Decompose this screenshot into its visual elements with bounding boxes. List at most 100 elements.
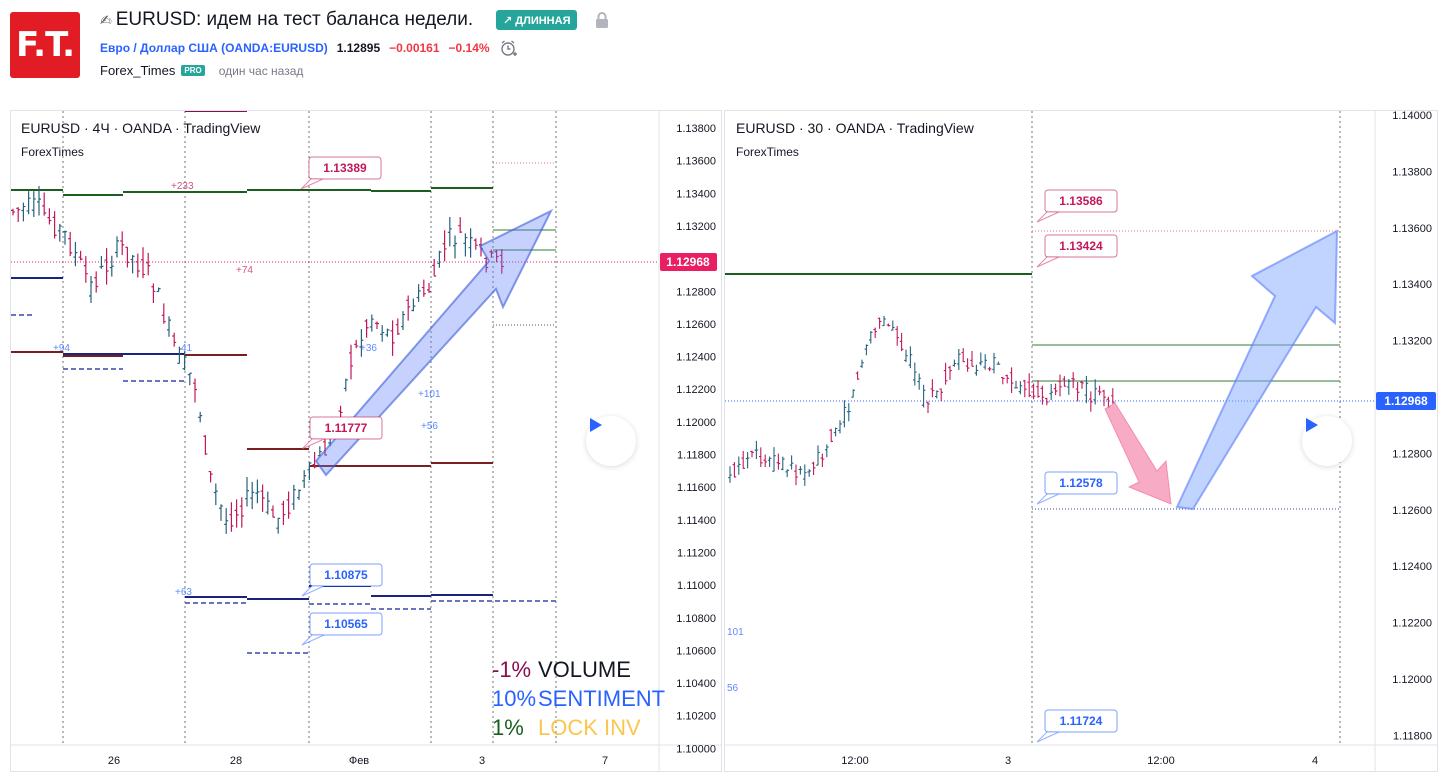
- author-name[interactable]: Forex_Times: [100, 63, 176, 78]
- idea-title: ✍ EURUSD: идем на тест баланса недели.: [100, 9, 473, 31]
- ohlc-bar: [798, 466, 803, 475]
- ohlc-bar: [11, 208, 15, 216]
- ohlc-bar: [193, 378, 197, 403]
- ohlc-bar: [869, 330, 873, 344]
- ohlc-bar: [803, 464, 807, 486]
- play-button-right[interactable]: [1302, 416, 1352, 466]
- left-chart-legend: EURUSD · 4Ч · OANDA · TradingView: [21, 120, 261, 136]
- play-button[interactable]: [586, 416, 636, 466]
- ohlc-bar: [213, 483, 218, 506]
- ohlc-bar: [135, 253, 140, 278]
- ohlc-bar: [741, 451, 745, 469]
- ohlc-bar: [921, 384, 926, 408]
- time-axis-label: 28: [230, 755, 242, 767]
- ohlc-bar: [820, 453, 825, 468]
- ohlc-bar: [453, 235, 457, 259]
- price-axis-label: 1.11400: [677, 515, 716, 527]
- ohlc-bar: [904, 349, 908, 363]
- level-note: +63: [175, 587, 192, 598]
- sentiment-label: SENTIMENT: [538, 686, 666, 711]
- time-axis-label: 12:00: [1147, 755, 1175, 767]
- ohlc-bar: [970, 351, 974, 367]
- volume-label: VOLUME: [538, 657, 631, 682]
- right-chart-canvas[interactable]: 1.140001.138001.136001.134001.132001.130…: [725, 111, 1438, 772]
- ohlc-bar: [78, 250, 83, 261]
- left-chart-panel[interactable]: 1.138001.136001.134001.132001.130001.128…: [10, 110, 722, 772]
- price-axis-label: 1.13800: [1392, 166, 1432, 178]
- current-price-text: 1.12968: [1384, 394, 1428, 408]
- level-note: +74: [236, 265, 253, 276]
- ohlc-bar: [772, 447, 776, 472]
- callout-1-13586-tail: [1036, 211, 1060, 223]
- price-axis-label: 1.12400: [1392, 561, 1432, 573]
- ohlc-bar: [745, 451, 750, 469]
- ohlc-bar: [16, 207, 21, 223]
- ohlc-bar: [21, 202, 26, 222]
- current-price-tag: [1376, 392, 1436, 410]
- ohlc-bar: [789, 455, 794, 470]
- price-axis-label: 1.13200: [676, 221, 716, 233]
- callout-1-13389: 1.13389: [323, 161, 367, 175]
- long-forecast-arrow: [1175, 229, 1339, 511]
- ohlc-bar: [115, 236, 119, 258]
- lock-inv-value: 1%: [492, 715, 524, 740]
- price-axis-label: 1.12000: [1392, 674, 1432, 686]
- ohlc-bar: [829, 428, 833, 443]
- ohlc-bar: [94, 271, 99, 293]
- logo-text: F.T.: [15, 25, 75, 65]
- ohlc-bar: [1027, 373, 1031, 398]
- level-note: 41: [181, 343, 193, 354]
- current-price-text: 1.12968: [666, 255, 710, 269]
- ohlc-bar: [271, 505, 275, 518]
- ohlc-bar: [349, 344, 353, 380]
- ohlc-bar: [57, 223, 62, 242]
- author-line: Forex_Times PRO один час назад: [100, 63, 303, 78]
- ohlc-bar: [364, 319, 369, 338]
- alarm-clock-icon[interactable]: [499, 39, 519, 57]
- ohlc-bar: [104, 248, 109, 285]
- level-note: +101: [418, 389, 441, 400]
- price-axis-label: 1.10600: [676, 645, 716, 657]
- ohlc-bar: [860, 359, 864, 368]
- ohlc-bar: [151, 283, 156, 303]
- ohlc-bar: [291, 484, 296, 510]
- price-axis-label: 1.13400: [676, 188, 716, 200]
- ohlc-bar: [411, 298, 416, 312]
- ohlc-bar: [260, 484, 265, 512]
- price-axis-label: 1.10800: [676, 613, 716, 625]
- price-axis-label: 1.12600: [1392, 505, 1432, 517]
- ohlc-bar: [1102, 389, 1106, 407]
- ohlc-bar: [120, 231, 125, 256]
- idea-title-text: EURUSD: идем на тест баланса недели.: [115, 9, 474, 30]
- time-axis-label: 3: [1005, 755, 1011, 767]
- price-change: −0.00161: [389, 41, 440, 55]
- ohlc-bar: [276, 517, 281, 534]
- ohlc-bar: [833, 427, 838, 437]
- ohlc-bar: [141, 247, 145, 279]
- forextimes-logo[interactable]: F.T.: [10, 12, 80, 78]
- left-chart-canvas[interactable]: 1.138001.136001.134001.132001.130001.128…: [11, 111, 722, 772]
- right-chart-panel[interactable]: 1.140001.138001.136001.134001.132001.130…: [724, 110, 1438, 772]
- ohlc-bar: [421, 279, 426, 297]
- ohlc-bar: [987, 366, 992, 372]
- price-axis-label: 1.11200: [677, 547, 716, 559]
- price-axis-label: 1.13800: [676, 123, 716, 135]
- ohlc-bar: [432, 258, 437, 277]
- ohlc-bar: [882, 315, 886, 327]
- ohlc-bar: [109, 255, 114, 277]
- time-axis-label: 7: [602, 755, 608, 767]
- ohlc-bar: [198, 411, 203, 423]
- ohlc-bar: [489, 249, 494, 258]
- ohlc-bar: [767, 456, 772, 467]
- ohlc-bar: [728, 466, 732, 483]
- ohlc-bar: [952, 359, 957, 367]
- price-axis-label: 1.10200: [676, 711, 716, 723]
- ohlc-bar: [732, 462, 737, 478]
- ohlc-bar: [458, 217, 463, 233]
- long-forecast-arrow: [314, 208, 554, 477]
- ohlc-bar: [42, 192, 47, 216]
- price-axis-label: 1.13200: [1392, 336, 1432, 348]
- ohlc-bar: [37, 185, 41, 216]
- symbol-link[interactable]: Евро / Доллар США (OANDA:EURUSD): [100, 41, 328, 55]
- level-note: +56: [421, 421, 438, 432]
